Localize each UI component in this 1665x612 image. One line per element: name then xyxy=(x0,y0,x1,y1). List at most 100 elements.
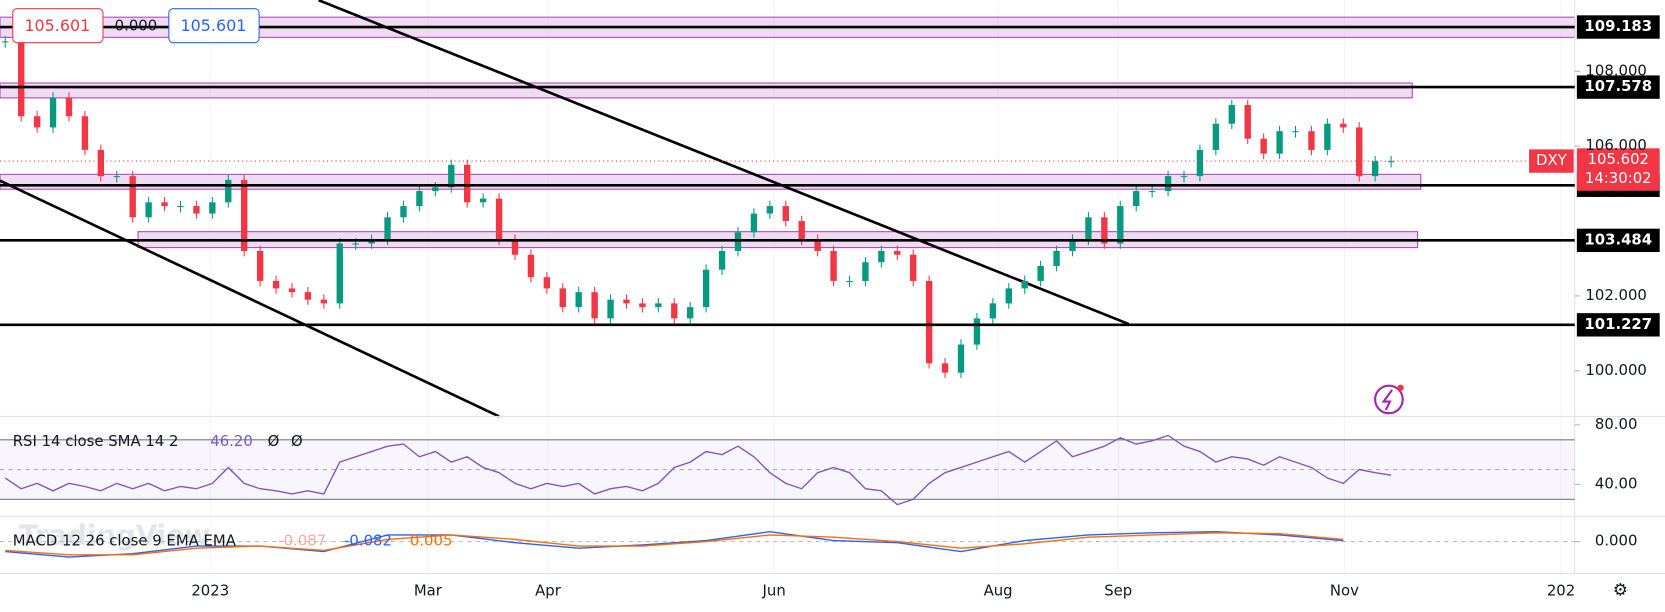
x-tick-label: 2023 xyxy=(191,582,229,600)
signal-line xyxy=(5,532,1344,556)
ask-box[interactable] xyxy=(168,8,260,44)
candle xyxy=(97,149,105,177)
rsi-flag: Ø xyxy=(291,432,303,450)
y-tick-label: 0.000 xyxy=(1595,532,1638,550)
candle xyxy=(830,250,837,281)
candle xyxy=(193,206,200,214)
candle xyxy=(288,288,296,293)
candle xyxy=(687,307,694,319)
level-tag xyxy=(1576,313,1660,337)
candle xyxy=(1101,217,1108,244)
candle xyxy=(957,344,965,373)
trend-line xyxy=(318,0,1130,326)
candle xyxy=(65,97,73,117)
candle xyxy=(49,97,57,128)
candle xyxy=(655,303,662,308)
macd-line xyxy=(5,530,1344,558)
ask-price: 105.601 xyxy=(181,16,247,35)
x-tick-label: 202 xyxy=(1547,582,1575,600)
candle xyxy=(432,187,439,192)
candle xyxy=(1021,280,1028,289)
y-tick-label: 80.00 xyxy=(1595,415,1638,433)
candle xyxy=(336,243,343,304)
candle xyxy=(527,254,535,278)
candle xyxy=(878,250,885,263)
candle xyxy=(1180,176,1188,178)
candle xyxy=(272,280,280,289)
x-tick-label: Aug xyxy=(984,582,1013,600)
y-tick-label: 106.000 xyxy=(1585,136,1646,154)
candle xyxy=(989,303,997,319)
candle xyxy=(241,179,248,251)
candle xyxy=(384,217,391,240)
candle xyxy=(81,116,89,150)
macd-value: -0.087 xyxy=(278,532,326,550)
lightning-icon[interactable] xyxy=(1374,384,1404,415)
candle xyxy=(256,250,264,281)
zone xyxy=(0,173,1422,190)
symbol-tag xyxy=(1529,149,1574,173)
zone xyxy=(0,82,1413,99)
candle xyxy=(543,277,551,289)
candle xyxy=(623,299,630,304)
macd-title: MACD 12 26 close 9 EMA EMA xyxy=(13,532,237,550)
level-label: 103.484 xyxy=(1584,230,1652,248)
candle xyxy=(798,221,805,240)
rsi-flag: Ø xyxy=(268,432,280,450)
candle xyxy=(1117,206,1124,244)
candle xyxy=(1133,191,1140,207)
icon-ring xyxy=(1374,384,1404,415)
settings-icon[interactable]: ⚙ xyxy=(1613,581,1628,601)
last-price: 105.602 xyxy=(1588,150,1649,168)
icon-dot xyxy=(1397,384,1404,391)
candle xyxy=(782,206,789,222)
candle xyxy=(973,318,981,345)
candle xyxy=(479,198,487,203)
trend-line xyxy=(0,179,500,418)
candle xyxy=(814,239,821,251)
candle xyxy=(1244,104,1251,139)
candle xyxy=(177,206,184,208)
level-label: 101.227 xyxy=(1584,315,1652,333)
candle xyxy=(1148,191,1156,193)
rsi-title: RSI 14 close SMA 14 2 xyxy=(13,432,179,450)
candle xyxy=(591,292,598,319)
level-tag xyxy=(1576,228,1660,253)
symbol: DXY xyxy=(1536,151,1568,169)
candle xyxy=(702,269,710,308)
icon-bolt xyxy=(1381,389,1393,411)
candle xyxy=(1164,176,1172,192)
x-tick-label: Nov xyxy=(1330,582,1359,600)
rsi-line xyxy=(4,434,1392,506)
candle xyxy=(17,41,25,117)
candle xyxy=(766,206,774,214)
candle xyxy=(1292,131,1299,133)
candle xyxy=(718,250,726,270)
candle xyxy=(320,299,328,304)
candle xyxy=(1371,161,1379,177)
candle xyxy=(495,198,503,240)
candle xyxy=(1085,217,1092,240)
candle xyxy=(639,303,646,308)
candle xyxy=(225,179,232,203)
candle xyxy=(113,176,120,178)
trend-lines xyxy=(0,0,1130,418)
marks: TradingView109.183107.578104.955103.4841… xyxy=(0,15,1660,558)
y-tick-label: 40.00 xyxy=(1595,474,1638,492)
candle xyxy=(559,288,566,308)
candle xyxy=(1228,104,1235,124)
x-tick-label: Jun xyxy=(762,582,786,600)
y-tick-label: 108.000 xyxy=(1585,61,1646,79)
candle xyxy=(304,292,312,300)
candle xyxy=(1340,123,1347,128)
bid-box[interactable] xyxy=(12,8,104,44)
level-tag xyxy=(1576,15,1660,39)
candle xyxy=(575,292,582,308)
candle xyxy=(607,299,614,319)
candle xyxy=(400,206,407,218)
candle xyxy=(161,202,168,207)
candle xyxy=(511,239,519,255)
candle xyxy=(1037,265,1044,281)
level-tag xyxy=(1576,75,1660,99)
candle xyxy=(846,280,853,282)
